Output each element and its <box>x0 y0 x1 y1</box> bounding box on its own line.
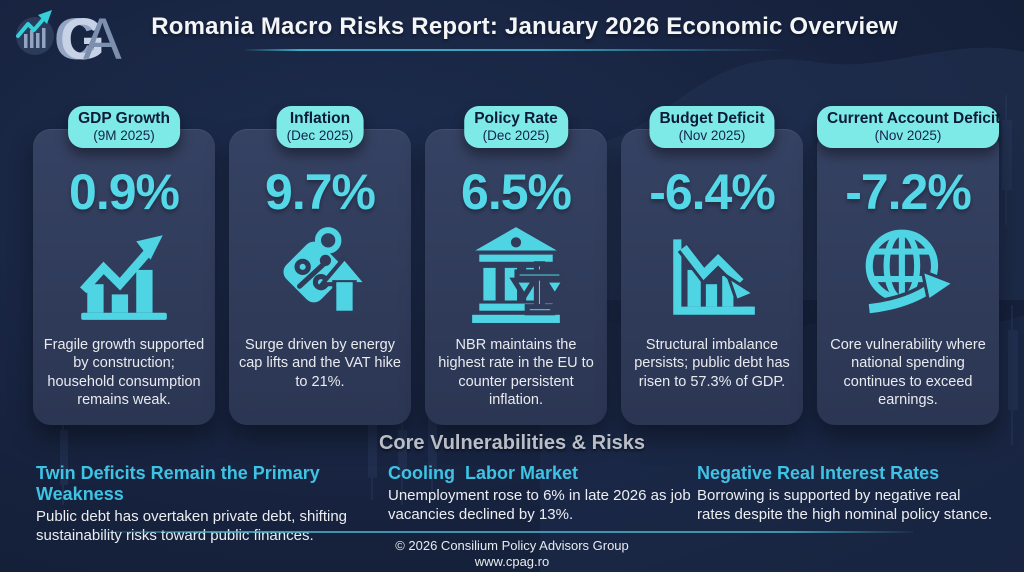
kpi-period: (Nov 2025) <box>874 128 942 143</box>
kpi-value: 0.9% <box>69 164 180 220</box>
risk-title: Negative Real Interest Rates <box>697 463 940 483</box>
footer-divider <box>95 531 913 533</box>
kpi-card-gdp-growth: GDP Growth (9M 2025) 0.9% Fragile growth… <box>33 106 215 425</box>
kpi-period: (9M 2025) <box>93 128 155 143</box>
logo-letter-a: A <box>83 7 122 72</box>
kpi-title: Policy Rate <box>474 110 558 127</box>
risk-item-labor-market: Cooling Labor Market Unemployment rose t… <box>388 463 697 546</box>
kpi-description: Structural imbalance persists; public de… <box>634 337 790 390</box>
logo-chart-icon <box>16 10 54 55</box>
kpi-value: -6.4% <box>649 164 776 220</box>
risk-body: Unemployment rose to 6% in late 2026 as … <box>388 487 691 523</box>
page-title: Romania Macro Risks Report: January 2026… <box>151 13 898 40</box>
kpi-value: 9.7% <box>265 164 376 220</box>
kpi-description: NBR maintains the highest rate in the EU… <box>438 337 594 408</box>
company-logo: CGA <box>10 6 122 72</box>
footer-website: www.cpag.ro <box>474 554 550 569</box>
kpi-title: Current Account Deficit <box>827 110 1001 127</box>
kpi-description: Surge driven by energy cap lifts and the… <box>238 337 401 390</box>
kpi-description: Fragile growth supported by construction… <box>43 337 205 408</box>
kpi-badge: GDP Growth (9M 2025) <box>68 106 180 148</box>
kpi-value: 6.5% <box>461 164 572 220</box>
footer-copyright: © 2026 Consilium Policy Advisors Group <box>395 538 629 553</box>
logo-letter-g: G <box>59 7 105 72</box>
risk-columns: Twin Deficits Remain the Primary Weaknes… <box>36 463 997 546</box>
logo-letters: CGA <box>54 7 122 72</box>
kpi-card-inflation: Inflation (Dec 2025) 9.7% Surge <box>229 106 411 425</box>
kpi-period: (Dec 2025) <box>482 128 550 143</box>
globe-arrow-icon <box>817 223 999 329</box>
kpi-description: Core vulnerability where national spendi… <box>830 337 986 408</box>
price-tag-up-arrow-icon <box>229 223 411 329</box>
kpi-title: Inflation <box>289 110 351 127</box>
kpi-badge: Inflation (Dec 2025) <box>276 106 364 148</box>
risk-item-twin-deficits: Twin Deficits Remain the Primary Weaknes… <box>36 463 388 546</box>
kpi-value: -7.2% <box>845 164 972 220</box>
growth-bar-chart-icon <box>33 223 215 329</box>
risks-section-heading: Core Vulnerabilities & Risks <box>378 432 645 454</box>
kpi-badge: Current Account Deficit (Nov 2025) <box>817 106 1001 148</box>
kpi-badge: Budget Deficit (Nov 2025) <box>649 106 775 148</box>
kpi-period: (Nov 2025) <box>678 128 746 143</box>
kpi-card-row: GDP Growth (9M 2025) 0.9% Fragile growth… <box>33 106 1000 425</box>
risk-body: Borrowing is supported by negative real … <box>697 487 993 523</box>
risk-item-negative-real-rates: Negative Real Interest Rates Borrowing i… <box>697 463 997 546</box>
kpi-card-policy-rate: Policy Rate (Dec 2025) 6.5% <box>425 106 607 425</box>
risk-title: Twin Deficits Remain the Primary Weaknes… <box>36 463 325 504</box>
kpi-badge: Policy Rate (Dec 2025) <box>464 106 568 148</box>
title-underline <box>245 49 785 51</box>
kpi-period: (Dec 2025) <box>286 128 354 143</box>
risk-title: Cooling Labor Market <box>388 463 579 483</box>
kpi-card-budget-deficit: Budget Deficit (Nov 2025) -6.4% Structur… <box>621 106 803 425</box>
logo-letter-c: C <box>54 7 96 72</box>
header: CGA Romania Macro Risks Report: January … <box>0 0 1024 92</box>
bank-scales-icon <box>425 223 607 329</box>
kpi-card-current-account-deficit: Current Account Deficit (Nov 2025) -7.2%… <box>817 106 1000 425</box>
declining-chart-icon <box>621 223 803 329</box>
kpi-title: GDP Growth <box>78 110 170 127</box>
kpi-title: Budget Deficit <box>659 110 765 127</box>
